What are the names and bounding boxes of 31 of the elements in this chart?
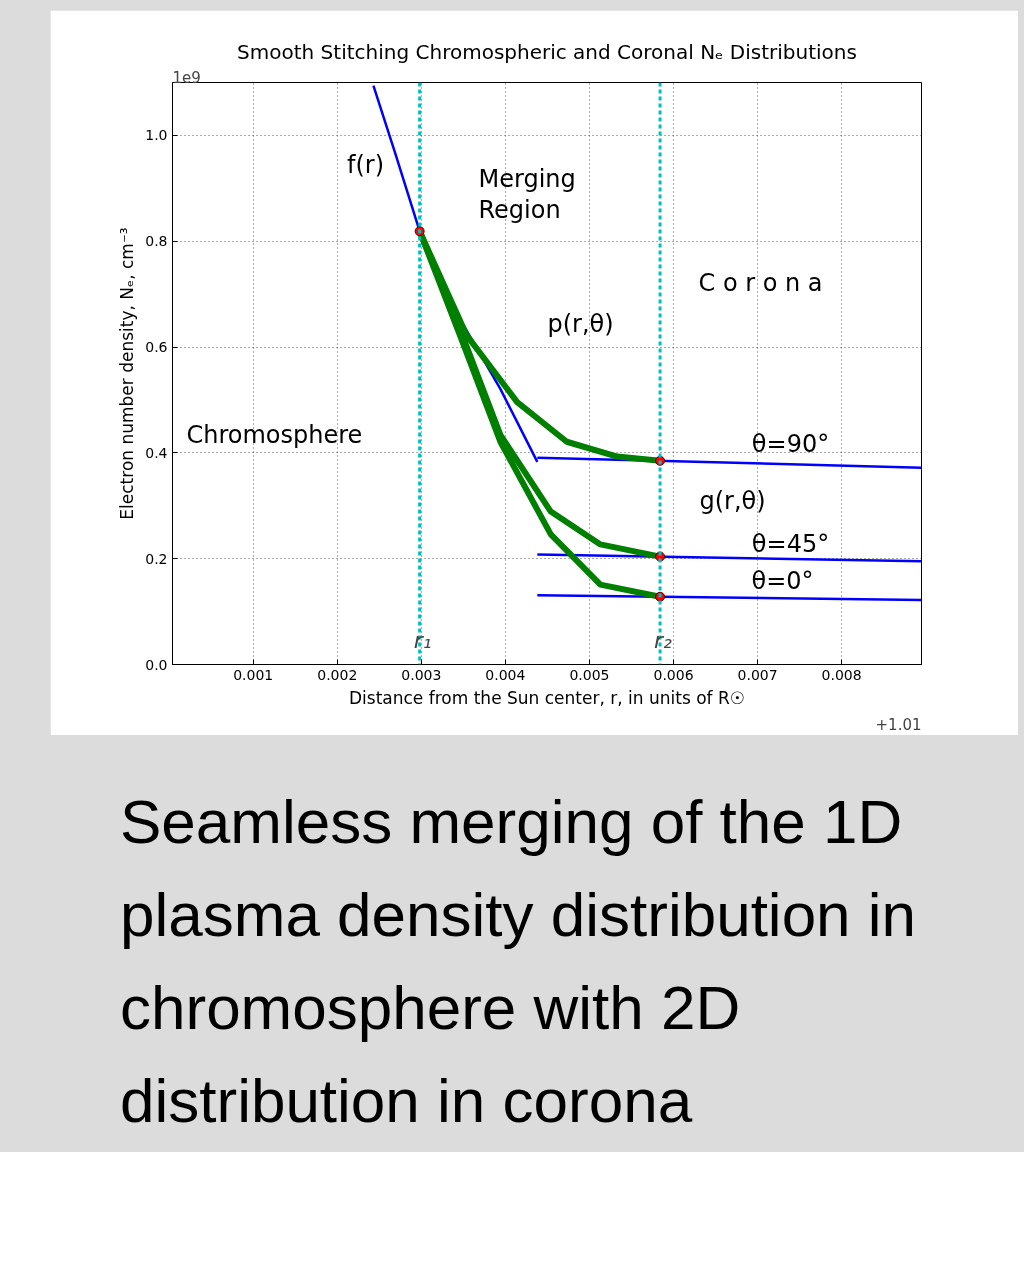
y-tick-label: 0.8 <box>145 233 168 250</box>
x-tick-label: 0.004 <box>485 666 526 683</box>
annotation: θ=90° <box>751 429 830 458</box>
annotation: Merging Region <box>478 165 576 224</box>
y-tick-label: 1.0 <box>145 127 168 144</box>
x-tick-label: 0.003 <box>401 666 442 683</box>
ref-line-label: r₁ <box>413 627 432 653</box>
annotation: f(r) <box>346 150 385 179</box>
annotation: θ=45° <box>751 529 830 558</box>
x-tick-label: 0.005 <box>569 666 610 683</box>
annotation: Chromosphere <box>186 420 363 449</box>
x-axis-title: Distance from the Sun center, r, in units of R☉ <box>349 687 746 708</box>
y-axis-title: Electron number density, Nₑ, cm⁻³ <box>117 227 138 520</box>
x-tick-label: 0.001 <box>233 666 274 683</box>
text: +1.01 <box>875 715 922 734</box>
annotation: θ=0° <box>751 566 814 595</box>
annotation: p(r,θ) <box>547 309 614 338</box>
y-tick-label: 0.0 <box>145 656 168 673</box>
y-tick-label: 0.4 <box>145 444 168 461</box>
x-tick-label: 0.006 <box>653 666 694 683</box>
x-tick-label: 0.008 <box>821 666 862 683</box>
x-tick-label: 0.002 <box>317 666 358 683</box>
annotation: C o r o n a <box>698 268 823 297</box>
x-tick-label: 0.007 <box>737 666 778 683</box>
annotation: g(r,θ) <box>699 486 766 515</box>
annotation: 1e9 <box>172 68 201 87</box>
ref-line-label: r₂ <box>654 627 673 653</box>
chart-title: Smooth Stitching Chromospheric and Coronal Nₑ Distributions <box>237 39 857 64</box>
text: Seamless merging of the 1D plasma density distribution in chromosphere with 2D distribution in corona <box>120 786 918 1137</box>
y-tick-label: 0.6 <box>145 339 168 356</box>
y-tick-label: 0.2 <box>145 550 168 567</box>
